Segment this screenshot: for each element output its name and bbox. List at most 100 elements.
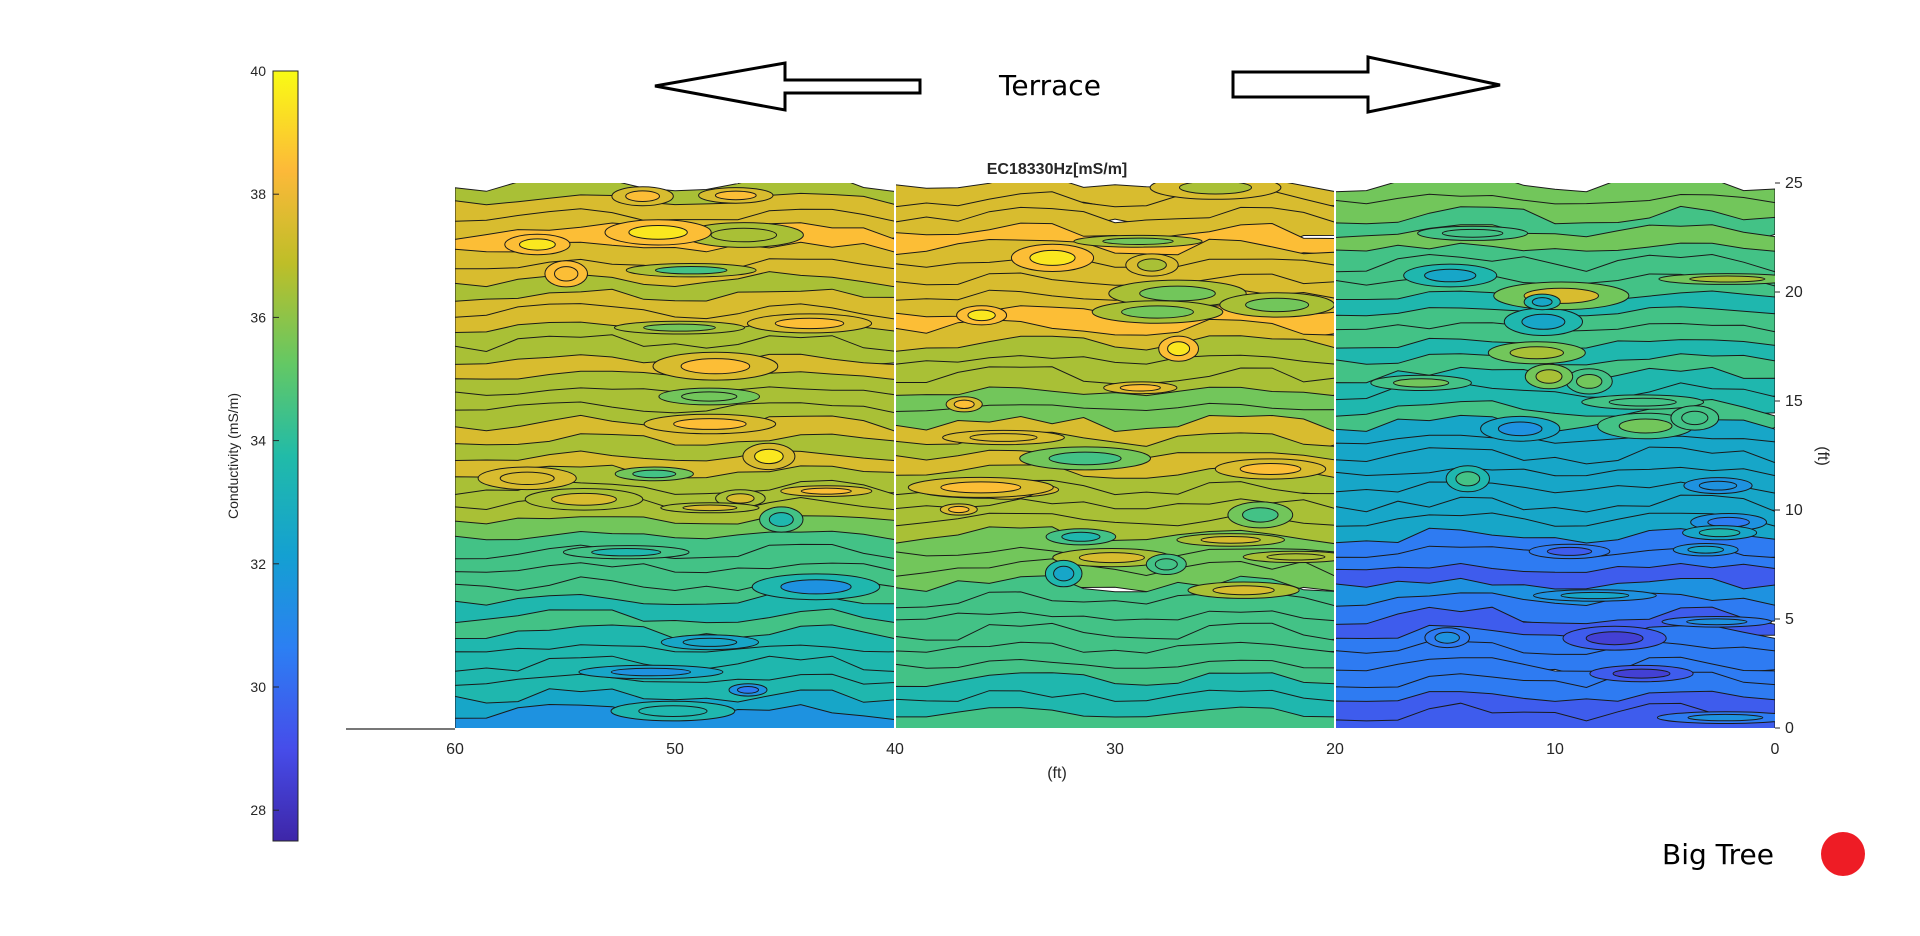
colorbar-tick-label: 30	[250, 679, 266, 695]
contour-blob	[638, 705, 708, 717]
contour-blob	[551, 492, 617, 506]
contour-blob	[1061, 531, 1101, 542]
contour-blob	[1078, 552, 1145, 564]
colorbar-tick-label: 40	[250, 63, 266, 79]
contour-blob	[681, 391, 738, 402]
contour-blob	[625, 190, 660, 202]
contour-blob	[1455, 471, 1481, 487]
contour-blob	[1618, 418, 1673, 434]
colorbar-tick-label: 34	[250, 433, 266, 449]
x-tick-label: 10	[1546, 741, 1564, 758]
contour-blob	[1239, 463, 1302, 475]
y-tick-label: 5	[1785, 611, 1794, 628]
contour-blob	[710, 227, 778, 243]
contour-blob	[1612, 668, 1671, 679]
contour-blob	[1576, 374, 1603, 389]
contour-blob	[1681, 410, 1709, 426]
contour-blob	[1441, 228, 1504, 238]
contour-blob	[655, 266, 728, 275]
contour-blob	[1531, 297, 1553, 307]
contour-blob	[591, 548, 662, 557]
contour-blob	[1560, 591, 1630, 600]
x-axis-ticks: 60 50 40 30 20 10 0	[446, 741, 1779, 758]
contour-blob	[1048, 451, 1122, 466]
panel-boundaries	[894, 183, 1336, 728]
contour-blob	[737, 686, 759, 694]
big-tree-label: Big Tree	[1662, 838, 1774, 871]
contour-blob	[754, 448, 784, 465]
colorbar-tick-label: 32	[250, 556, 266, 572]
contour-blob	[1137, 258, 1167, 272]
contour-blob	[1245, 297, 1310, 313]
contour-band	[455, 703, 896, 728]
terrace-label: Terrace	[998, 69, 1101, 102]
x-tick-label: 50	[666, 741, 684, 758]
contour-blob	[682, 637, 738, 647]
contour-blob	[953, 399, 975, 409]
contour-blob	[1053, 565, 1075, 582]
y-tick-label: 0	[1785, 720, 1794, 737]
contour-blob	[1393, 378, 1450, 388]
contour-blob	[632, 469, 677, 479]
contour-blob	[1139, 285, 1216, 302]
contour-blob	[519, 238, 556, 251]
contour-blob	[1497, 421, 1543, 437]
contour-blob	[948, 505, 970, 514]
contour-blob	[774, 317, 845, 330]
x-axis-label: (ft)	[1047, 765, 1067, 782]
contour-blob	[1689, 275, 1766, 283]
contour-blob	[1686, 618, 1748, 626]
contour-blob	[628, 225, 688, 240]
contour-blob	[714, 190, 757, 201]
contour-blob	[1521, 313, 1566, 330]
contour-blob	[1119, 384, 1161, 392]
contour-blob	[643, 323, 716, 332]
contour-blob	[1242, 507, 1279, 523]
contour-blob	[1608, 397, 1677, 407]
contour-blob	[1167, 341, 1191, 357]
colorbar-tick-label: 28	[250, 802, 266, 818]
contour-blob	[1509, 346, 1565, 360]
x-tick-label: 20	[1326, 741, 1344, 758]
big-tree-marker	[1821, 832, 1865, 876]
y-axis-ticks: 0 5 10 15 20 25	[1775, 175, 1803, 737]
x-tick-label: 0	[1771, 741, 1780, 758]
contour-blob	[1029, 249, 1076, 266]
contour-blob	[780, 579, 852, 595]
contour-blob	[1535, 369, 1563, 384]
contour-band	[894, 706, 1336, 728]
contour-blob	[1121, 305, 1194, 319]
contour-blob	[940, 481, 1022, 494]
contour-blob	[768, 512, 794, 527]
contour-blob	[800, 487, 852, 495]
x-tick-label: 30	[1106, 741, 1124, 758]
contour-blob	[680, 358, 751, 375]
chart-title: EC18330Hz[mS/m]	[987, 161, 1128, 178]
x-tick-label: 40	[886, 741, 904, 758]
colorbar-tick-label: 38	[250, 186, 266, 202]
y-tick-label: 10	[1785, 502, 1803, 519]
colorbar-ticks: 28 30 32 34 36 38 40	[250, 63, 279, 818]
contour-blob	[554, 266, 579, 282]
contour-band	[1334, 702, 1775, 728]
contour-blob	[1698, 528, 1741, 538]
contour-blob	[1698, 480, 1738, 491]
x-tick-label: 60	[446, 741, 464, 758]
y-tick-label: 20	[1785, 284, 1803, 301]
contour-blob	[1585, 631, 1644, 646]
contour-plot-area	[455, 183, 1775, 728]
contour-blob	[1546, 546, 1593, 556]
contour-blob	[969, 433, 1038, 442]
contour-blob	[1102, 237, 1174, 246]
contour-blob	[967, 309, 996, 322]
contour-blob	[610, 667, 692, 677]
contour-blob	[1687, 713, 1764, 722]
contour-blob	[673, 418, 747, 430]
contour-blob	[1266, 553, 1326, 561]
left-arrow-icon	[654, 61, 922, 112]
contour-blob	[1154, 558, 1178, 571]
contour-blob	[1212, 585, 1275, 596]
contour-blob	[726, 493, 755, 504]
contour-blob	[1424, 268, 1477, 283]
